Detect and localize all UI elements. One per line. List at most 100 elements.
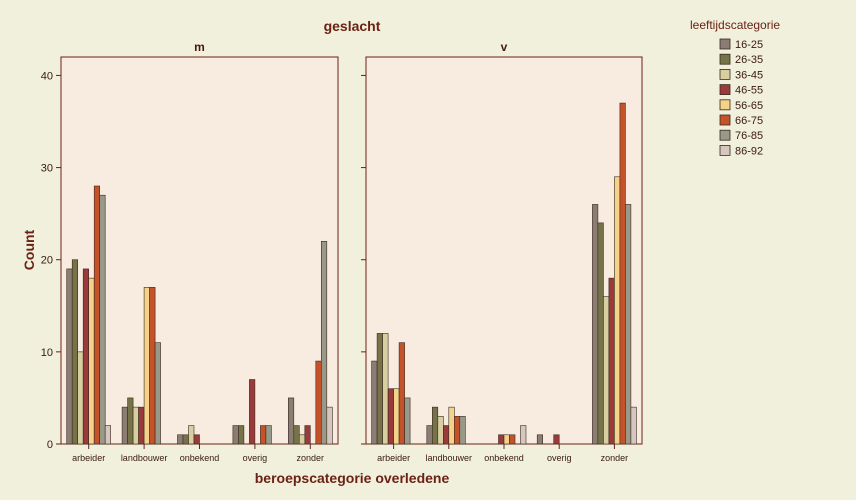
- legend-swatch: [719, 69, 731, 80]
- legend-item: 36-45: [719, 69, 763, 81]
- y-axis-label: Count: [21, 229, 37, 270]
- bar: [603, 296, 610, 445]
- x-tick-label: arbeider: [72, 453, 105, 463]
- bar: [597, 222, 604, 445]
- bar: [88, 277, 95, 445]
- bar: [249, 379, 256, 445]
- legend-swatch: [719, 84, 731, 95]
- bar: [509, 434, 516, 445]
- bar: [625, 204, 632, 445]
- bar: [293, 425, 300, 445]
- y-tick-label: 40: [41, 70, 53, 82]
- bar: [260, 425, 267, 445]
- bar: [127, 397, 134, 445]
- bar: [520, 425, 527, 445]
- legend-swatch: [719, 53, 731, 65]
- bar: [442, 425, 450, 445]
- legend-label: 86-92: [735, 145, 763, 157]
- panel-v: v arbeider landbouwer onbekend overig zonder: [361, 40, 643, 463]
- bar: [132, 406, 139, 445]
- bar: [71, 259, 78, 445]
- bar: [320, 240, 328, 445]
- bar: [398, 342, 405, 445]
- bar: [387, 388, 394, 445]
- bar: [404, 397, 411, 445]
- legend-item: 46-55: [719, 84, 763, 97]
- bar: [382, 333, 389, 445]
- bar: [536, 434, 544, 445]
- bar: [287, 397, 295, 445]
- bar: [77, 351, 84, 445]
- x-tick-label: landbouwer: [121, 453, 168, 463]
- bar: [426, 425, 433, 445]
- bar: [138, 406, 145, 445]
- panel-m: m 0 10 20 30 40 arbeider landbouwer onbekend over…: [41, 40, 339, 463]
- legend-label: 46-55: [735, 85, 763, 97]
- legend-label: 36-45: [735, 69, 763, 81]
- bar: [437, 416, 444, 445]
- bar: [238, 425, 245, 445]
- bar: [154, 342, 161, 445]
- panel-label: v: [501, 40, 508, 54]
- bar: [66, 268, 73, 445]
- bar: [265, 425, 272, 445]
- y-tick-label: 30: [41, 163, 53, 175]
- bar: [553, 434, 560, 445]
- bar: [93, 185, 100, 445]
- bar: [315, 360, 322, 445]
- bar: [177, 434, 184, 445]
- legend-label: 56-65: [735, 100, 763, 112]
- bar: [630, 406, 637, 445]
- x-tick-label: zonder: [601, 453, 629, 463]
- x-tick-label: onbekend: [180, 453, 220, 463]
- bar: [376, 333, 383, 445]
- bar: [614, 176, 621, 445]
- legend-label: 66-75: [735, 115, 763, 127]
- legend-swatch: [719, 129, 731, 141]
- legend-item: 26-35: [719, 53, 763, 66]
- bar: [143, 287, 150, 445]
- chart-title: geslacht: [324, 18, 381, 34]
- bar: [498, 434, 505, 445]
- x-tick-label: overig: [243, 453, 268, 463]
- x-tick-label: landbouwer: [426, 453, 473, 463]
- y-tick-label: 0: [47, 439, 53, 451]
- bar: [188, 425, 195, 445]
- y-tick-label: 20: [41, 255, 53, 267]
- panel-plot-area: [60, 56, 339, 445]
- legend-label: 16-25: [735, 39, 763, 51]
- bar: [503, 434, 510, 445]
- x-tick-label: onbekend: [484, 453, 524, 463]
- legend-title: leeftijdscategorie: [690, 18, 780, 32]
- bar: [193, 434, 200, 445]
- legend-item: 56-65: [719, 99, 763, 112]
- bar: [326, 406, 333, 445]
- legend-swatch: [719, 144, 731, 156]
- legend-swatch: [719, 114, 731, 126]
- x-tick-label: overig: [547, 453, 572, 463]
- x-tick-label: zonder: [297, 453, 325, 463]
- bar: [393, 388, 400, 445]
- bar: [232, 425, 239, 445]
- bar: [121, 406, 128, 445]
- bar: [459, 416, 466, 445]
- legend-item: 16-25: [719, 38, 763, 51]
- bar: [453, 416, 461, 445]
- bar: [82, 268, 89, 445]
- bar: [431, 406, 439, 445]
- legend-label: 26-35: [735, 54, 763, 66]
- bar: [619, 102, 626, 445]
- legend-item: 86-92: [719, 144, 763, 157]
- x-axis-label: beroepscategorie overledene: [255, 470, 450, 486]
- legend-item: 76-85: [719, 129, 763, 142]
- bar: [182, 434, 189, 445]
- bar: [304, 425, 311, 445]
- panel-label: m: [194, 40, 205, 54]
- bar: [149, 287, 156, 445]
- bar: [592, 204, 599, 445]
- bar: [298, 434, 306, 445]
- y-tick-label: 10: [41, 347, 53, 359]
- legend-item: 66-75: [719, 114, 763, 127]
